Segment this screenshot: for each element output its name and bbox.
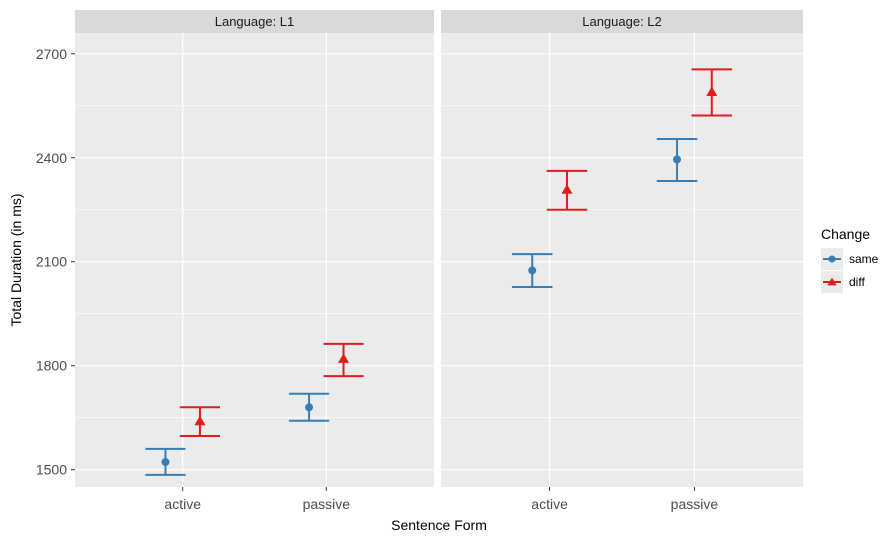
x-axis-title: Sentence Form [391, 517, 487, 533]
x-tick-label: active [164, 496, 201, 512]
x-tick-label: passive [671, 496, 719, 512]
y-tick-label: 2400 [36, 150, 67, 166]
panel-background-1 [75, 33, 434, 487]
panel-background-2 [441, 33, 803, 487]
point-1-same-active [161, 458, 170, 467]
legend-marker-diff [827, 277, 837, 286]
y-tick-label: 1500 [36, 462, 67, 478]
legend-marker-same [828, 255, 836, 263]
panel-strip-label-2: Language: L2 [582, 14, 662, 29]
point-1-same-passive [305, 403, 314, 412]
point-1-diff-active [194, 415, 206, 426]
point-2-same-active [528, 266, 537, 275]
y-axis-title: Total Duration (in ms) [8, 193, 24, 326]
legend-title: Change [821, 226, 870, 242]
legend-label-diff: diff [849, 275, 865, 289]
y-tick-label: 1800 [36, 358, 67, 374]
panel-strip-2 [441, 10, 803, 33]
point-1-diff-passive [338, 353, 350, 363]
y-tick-label: 2100 [36, 254, 67, 270]
point-2-diff-passive [706, 86, 718, 97]
y-tick-label: 2700 [36, 46, 67, 62]
x-tick-label: passive [303, 496, 351, 512]
point-2-diff-active [561, 184, 573, 194]
x-tick-label: active [531, 496, 568, 512]
panel-strip-1 [75, 10, 434, 33]
point-2-same-passive [673, 155, 682, 164]
panel-strip-label-1: Language: L1 [215, 14, 295, 29]
legend-label-same: same [849, 252, 879, 266]
